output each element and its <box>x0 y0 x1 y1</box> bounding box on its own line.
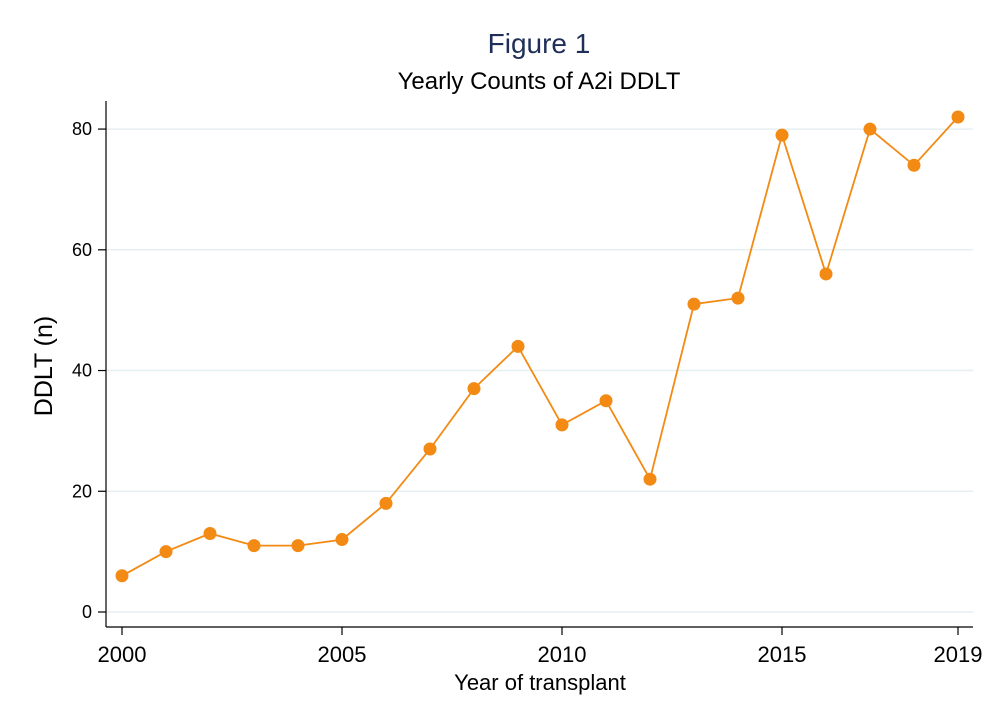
data-point <box>291 539 305 553</box>
chart-title: Figure 1 <box>488 28 591 59</box>
y-tick-label: 80 <box>72 119 92 139</box>
x-axis-label: Year of transplant <box>454 670 626 695</box>
data-point <box>643 472 657 486</box>
series-line <box>121 116 959 577</box>
y-tick-label: 20 <box>72 481 92 501</box>
data-point <box>159 545 173 559</box>
data-point <box>467 382 481 396</box>
data-point <box>599 394 613 408</box>
x-tick-label: 2019 <box>934 642 983 667</box>
y-tick-label: 40 <box>72 361 92 381</box>
y-tick-label: 60 <box>72 240 92 260</box>
x-axis-ticks: 2000 2005 2010 2015 2019 <box>98 627 983 667</box>
gridlines <box>106 128 973 613</box>
x-tick-label: 2010 <box>538 642 587 667</box>
data-point <box>247 539 261 553</box>
x-tick-label: 2000 <box>98 642 147 667</box>
data-point <box>423 442 437 456</box>
data-point <box>863 122 877 136</box>
data-point <box>731 291 745 305</box>
x-tick-label: 2005 <box>318 642 367 667</box>
x-tick-label: 2015 <box>758 642 807 667</box>
data-point <box>775 128 789 142</box>
data-point <box>115 569 129 583</box>
series-group <box>115 110 965 583</box>
data-point <box>335 533 349 547</box>
data-point <box>511 339 525 353</box>
data-point <box>555 418 569 432</box>
data-point <box>203 527 217 541</box>
chart-subtitle: Yearly Counts of A2i DDLT <box>398 68 681 95</box>
y-axis-ticks: 0 20 40 60 80 <box>72 119 106 622</box>
data-point <box>379 496 393 510</box>
data-point <box>819 267 833 281</box>
data-point <box>951 110 965 124</box>
data-point <box>907 158 921 172</box>
y-tick-label: 0 <box>82 602 92 622</box>
data-point <box>687 297 701 311</box>
y-axis-label: DDLT (n) <box>30 316 58 416</box>
